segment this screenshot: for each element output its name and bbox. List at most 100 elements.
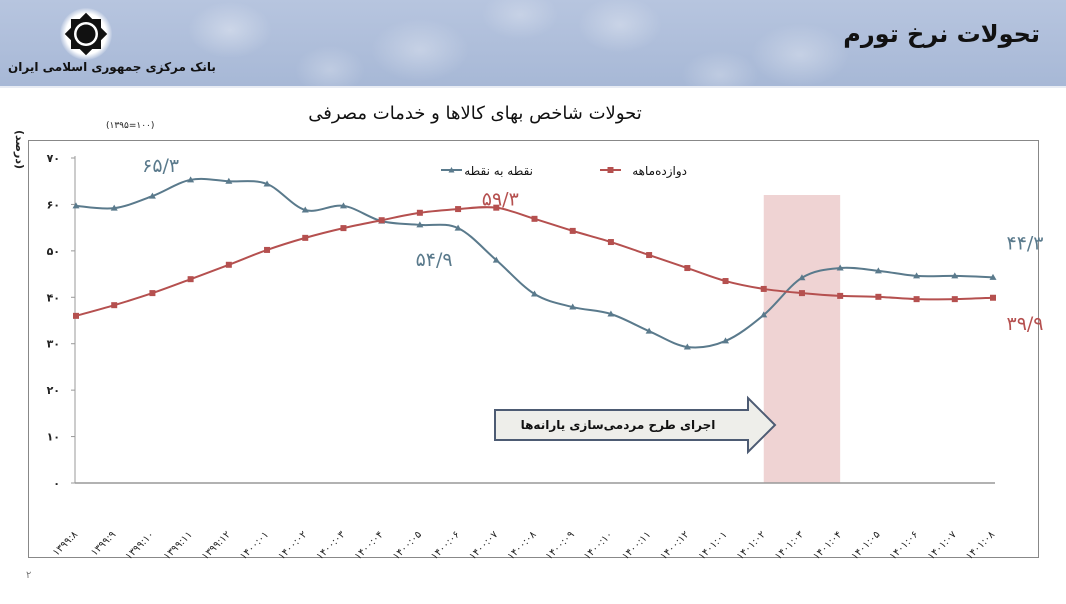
legend: نقطه به نقطه دوازده‌ماهه bbox=[441, 164, 687, 179]
x-tick-label: ۱۴۰۱:۰۵ bbox=[850, 529, 883, 562]
triangle-marker-icon bbox=[148, 192, 156, 199]
triangle-marker-icon bbox=[722, 337, 730, 344]
data-annotation: ۶۵/۳ bbox=[142, 155, 179, 177]
x-tick-label: ۱۴۰۰:۰۲ bbox=[276, 529, 309, 562]
square-marker-icon bbox=[760, 285, 767, 292]
y-axis-unit-label: (درصد) bbox=[13, 130, 26, 170]
triangle-marker-icon bbox=[72, 202, 80, 209]
triangle-marker-icon bbox=[798, 274, 806, 281]
x-tick-label: ۱۳۹۹:۹ bbox=[89, 529, 118, 558]
x-tick-label: ۱۴۰۰:۰۹ bbox=[544, 529, 577, 562]
x-tick-label: ۱۴۰۰:۱۱ bbox=[620, 529, 653, 562]
triangle-marker-icon bbox=[683, 343, 691, 350]
page-number: ۲ bbox=[26, 570, 32, 581]
header-banner: بانک مرکزی جمهوری اسلامی ایران تحولات نر… bbox=[0, 0, 1066, 88]
triangle-marker-icon bbox=[913, 272, 921, 279]
x-tick-label: ۱۴۰۰:۰۷ bbox=[467, 529, 500, 562]
y-tick-label: ۰ bbox=[53, 477, 60, 490]
square-marker-icon bbox=[837, 292, 844, 299]
square-marker-icon bbox=[493, 204, 500, 211]
triangle-marker-icon bbox=[760, 311, 768, 318]
emblem-icon bbox=[64, 12, 108, 56]
chart-title: تحولات شاخص بهای کالاها و خدمات مصرفی bbox=[308, 103, 642, 124]
page-title: تحولات نرخ تورم bbox=[843, 20, 1040, 48]
x-tick-label: ۱۴۰۰:۰۸ bbox=[506, 529, 539, 562]
y-tick-label: ۷۰ bbox=[47, 152, 60, 165]
y-tick-label: ۶۰ bbox=[47, 198, 60, 211]
square-marker-icon bbox=[149, 290, 156, 297]
y-tick-label: ۳۰ bbox=[47, 338, 60, 351]
triangle-marker-icon bbox=[569, 303, 577, 310]
x-tick-label: ۱۴۰۰:۱۰ bbox=[582, 529, 615, 562]
central-bank-logo-icon bbox=[60, 8, 112, 60]
triangle-marker-icon bbox=[454, 224, 462, 231]
square-marker-icon bbox=[722, 278, 729, 285]
policy-period-band bbox=[763, 195, 841, 483]
triangle-marker-icon bbox=[951, 272, 959, 279]
y-tick-label: ۲۰ bbox=[47, 384, 60, 397]
square-marker-icon bbox=[378, 217, 385, 224]
x-tick-label: ۱۴۰۱:۰۱ bbox=[697, 529, 730, 562]
x-tick-label: ۱۴۰۰:۰۶ bbox=[429, 529, 462, 562]
data-annotation: ۴۴/۳ bbox=[1006, 232, 1043, 254]
legend-label-twelve-month: دوازده‌ماهه bbox=[632, 164, 687, 179]
data-annotation: ۳۹/۹ bbox=[1006, 313, 1043, 335]
square-marker-icon bbox=[607, 239, 614, 246]
x-tick-label: ۱۴۰۱:۰۸ bbox=[964, 529, 997, 562]
data-annotation: ۵۴/۹ bbox=[416, 249, 453, 271]
triangle-marker-icon bbox=[989, 273, 997, 280]
series-point-to-point bbox=[72, 176, 997, 350]
x-tick-label: ۱۴۰۱:۰۴ bbox=[811, 529, 844, 562]
triangle-marker-icon bbox=[263, 180, 271, 187]
x-tick-label: ۱۴۰۱:۰۲ bbox=[735, 529, 768, 562]
base-year-note: (۱۳۹۵=۱۰۰) bbox=[106, 121, 155, 131]
triangle-marker-icon bbox=[836, 264, 844, 271]
square-marker-icon bbox=[455, 206, 462, 213]
square-marker-icon bbox=[684, 265, 691, 272]
data-annotation: ۵۹/۳ bbox=[482, 189, 519, 211]
y-tick-label: ۱۰ bbox=[47, 431, 60, 444]
square-marker-icon bbox=[264, 246, 271, 253]
x-tick-label: ۱۴۰۰:۰۵ bbox=[391, 529, 424, 562]
square-marker-icon bbox=[111, 302, 118, 309]
x-tick-label: ۱۴۰۱:۰۶ bbox=[888, 529, 921, 562]
x-tick-label: ۱۴۰۰:۱۲ bbox=[658, 529, 691, 562]
square-marker-icon bbox=[73, 312, 79, 319]
square-marker-icon bbox=[990, 294, 996, 301]
bank-name: بانک مرکزی جمهوری اسلامی ایران bbox=[8, 60, 216, 74]
square-marker-icon bbox=[798, 290, 805, 297]
triangle-marker-icon bbox=[110, 204, 118, 211]
triangle-marker-icon bbox=[225, 177, 233, 184]
square-marker-icon bbox=[416, 209, 423, 216]
x-tick-label: ۱۴۰۰:۰۱ bbox=[238, 529, 271, 562]
triangle-marker-icon bbox=[874, 267, 882, 274]
triangle-marker-icon bbox=[187, 176, 195, 183]
triangle-marker-icon bbox=[607, 310, 615, 317]
square-marker-icon bbox=[875, 293, 882, 300]
square-marker-icon bbox=[340, 225, 347, 232]
arrow-callout-text: اجرای طرح مردمی‌سازی یارانه‌ها bbox=[521, 418, 716, 432]
chart-frame bbox=[28, 140, 1039, 558]
x-tick-label: ۱۳۹۹:۱۰ bbox=[124, 529, 157, 562]
arrow-right-icon bbox=[494, 395, 777, 455]
square-marker-icon bbox=[225, 261, 232, 268]
series-line bbox=[75, 177, 994, 349]
triangle-marker-icon bbox=[448, 167, 455, 173]
x-tick-label: ۱۳۹۹:۱۱ bbox=[162, 529, 195, 562]
x-tick-label: ۱۳۹۹:۸ bbox=[51, 529, 81, 559]
square-marker-icon bbox=[187, 276, 194, 283]
x-tick-label: ۱۴۰۰:۰۳ bbox=[315, 529, 348, 562]
square-marker-icon bbox=[951, 296, 958, 303]
legend-label-point-to-point: نقطه به نقطه bbox=[464, 164, 533, 178]
x-tick-label: ۱۴۰۱:۰۷ bbox=[926, 529, 959, 562]
triangle-marker-icon bbox=[531, 290, 538, 297]
square-marker-icon bbox=[569, 227, 576, 234]
square-marker-icon bbox=[302, 234, 309, 241]
triangle-marker-icon bbox=[416, 221, 424, 228]
y-tick-label: ۵۰ bbox=[47, 245, 60, 258]
x-tick-label: ۱۳۹۹:۱۲ bbox=[200, 529, 233, 562]
triangle-marker-icon bbox=[339, 202, 347, 209]
square-marker-icon bbox=[646, 252, 653, 259]
triangle-marker-icon bbox=[492, 256, 500, 263]
